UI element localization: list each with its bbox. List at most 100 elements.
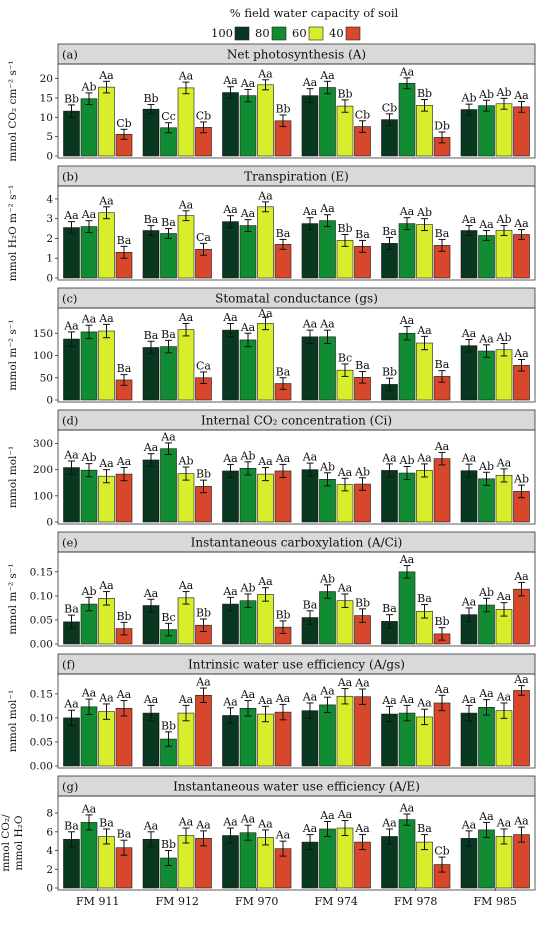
y-tick-label: 3 xyxy=(46,213,53,225)
significance-label: Aa xyxy=(116,455,132,468)
legend-label: 40 xyxy=(329,26,344,40)
y-tick-label: 5 xyxy=(46,131,53,143)
bar xyxy=(98,86,115,157)
significance-label: Ab xyxy=(496,213,512,226)
significance-label: Aa xyxy=(513,570,529,583)
significance-label: Ba xyxy=(99,816,114,829)
significance-label: Bb xyxy=(64,92,79,105)
y-axis-label: mmol H₂O m⁻² s⁻¹ xyxy=(7,185,19,281)
significance-label: Aa xyxy=(143,441,159,454)
y-tick-label: 300 xyxy=(33,438,53,450)
significance-label: Aa xyxy=(257,67,273,80)
panel-f: (f) Intrinsic water use efficiency (A/gs)… xyxy=(7,653,536,773)
y-axis-label: mmol m⁻² s⁻¹ xyxy=(7,319,19,390)
significance-label: Ba xyxy=(117,234,132,247)
significance-label: Aa xyxy=(461,327,477,340)
panel-title: Instantaneous water use efficiency (A/E) xyxy=(173,780,420,794)
y-tick-label: 0 xyxy=(46,395,53,407)
significance-label: Ba xyxy=(64,603,79,616)
significance-label: Aa xyxy=(416,697,432,710)
significance-label: Aa xyxy=(513,673,529,686)
legend-items: 100 80 60 40 xyxy=(211,26,361,41)
significance-label: Aa xyxy=(337,808,353,821)
bar xyxy=(195,694,212,767)
panel-letter: (b) xyxy=(62,170,78,184)
significance-label: Aa xyxy=(81,313,97,326)
significance-label: Ba xyxy=(355,228,370,241)
significance-label: Ca xyxy=(196,359,211,372)
bar xyxy=(478,105,495,157)
bar xyxy=(177,597,195,645)
plot-frame xyxy=(57,795,536,891)
y-tick-label: 50 xyxy=(40,372,53,384)
bar xyxy=(80,226,98,279)
significance-label: Bb xyxy=(196,468,211,481)
y-tick-label: 8 xyxy=(46,808,53,820)
significance-label: Aa xyxy=(381,816,397,829)
significance-label: Ab xyxy=(240,581,256,594)
significance-label: Aa xyxy=(302,451,318,464)
y-axis-label: mmol mol⁻¹ xyxy=(7,690,19,752)
significance-label: Aa xyxy=(81,802,97,815)
significance-label: Ab xyxy=(399,454,415,467)
legend-title: % field water capacity of soil xyxy=(230,6,399,20)
significance-label: Ab xyxy=(354,465,370,478)
bar xyxy=(336,105,354,157)
significance-label: Aa xyxy=(302,690,318,703)
bar xyxy=(398,472,416,523)
significance-label: Ab xyxy=(81,451,97,464)
significance-label: Aa xyxy=(319,318,335,331)
significance-label: Aa xyxy=(143,819,159,832)
significance-label: Aa xyxy=(63,449,79,462)
significance-label: Ab xyxy=(81,585,97,598)
significance-label: Aa xyxy=(257,189,273,202)
significance-label: Aa xyxy=(513,217,529,230)
bar xyxy=(398,819,416,889)
significance-label: Aa xyxy=(240,207,256,220)
bar xyxy=(381,470,398,523)
bar xyxy=(495,230,513,279)
bar xyxy=(274,470,292,523)
y-tick-label: 100 xyxy=(33,490,53,502)
bar xyxy=(177,215,195,279)
significance-label: Aa xyxy=(63,209,79,222)
significance-label: Aa xyxy=(478,218,494,231)
significance-label: Bb xyxy=(161,719,176,732)
significance-label: Aa xyxy=(195,818,211,831)
significance-label: Aa xyxy=(478,687,494,700)
x-category-label: FM 978 xyxy=(394,895,437,908)
significance-label: Aa xyxy=(240,813,256,826)
legend-swatch xyxy=(234,26,250,41)
x-category-label: FM 985 xyxy=(474,895,517,908)
bar xyxy=(222,92,239,157)
significance-label: Aa xyxy=(461,452,477,465)
significance-label: Aa xyxy=(195,676,211,689)
panel-letter: (a) xyxy=(62,48,78,62)
y-axis-label: mmol CO₂ cm⁻² s⁻¹ xyxy=(7,60,19,161)
significance-label: Aa xyxy=(240,688,256,701)
significance-label: Cb xyxy=(355,108,370,121)
significance-label: Bb xyxy=(382,366,397,379)
significance-label: Aa xyxy=(240,77,256,90)
significance-label: Aa xyxy=(160,430,176,443)
significance-label: Ba xyxy=(355,359,370,372)
bar xyxy=(239,339,257,401)
bar xyxy=(257,84,274,157)
significance-label: Ba xyxy=(382,225,397,238)
bar xyxy=(222,329,239,401)
y-tick-label: 0 xyxy=(46,151,53,163)
significance-label: Aa xyxy=(513,815,529,828)
significance-label: Aa xyxy=(434,440,450,453)
significance-label: Ca xyxy=(196,231,211,244)
panel-title: Net photosynthesis (A) xyxy=(227,48,366,62)
bar xyxy=(319,704,336,767)
bar xyxy=(416,105,433,157)
y-tick-label: 0.15 xyxy=(30,688,53,700)
significance-label: Ab xyxy=(178,455,194,468)
significance-label: Cb xyxy=(434,845,449,858)
significance-label: Aa xyxy=(240,321,256,334)
bar xyxy=(222,470,239,523)
significance-label: Aa xyxy=(275,692,291,705)
bar xyxy=(63,110,80,157)
